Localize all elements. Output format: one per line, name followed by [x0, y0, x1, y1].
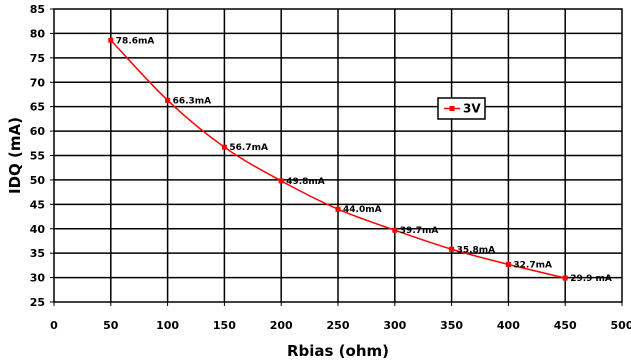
y-axis-ticks: 25 30 35 40 45 50 55 60 65 70 75 80 85	[30, 3, 54, 309]
legend-marker	[449, 106, 455, 111]
x-tick-label-8: 400	[497, 319, 520, 332]
y-tick-label-12: 85	[30, 3, 45, 16]
x-tick-label-1: 50	[103, 319, 119, 332]
data-label-4: 44.0mA	[343, 205, 382, 215]
data-point-7	[505, 261, 511, 267]
x-tick-label-0: 0	[50, 319, 58, 332]
y-tick-label-3: 40	[30, 223, 46, 236]
data-label-6: 35.8mA	[457, 245, 496, 255]
y-tick-label-2: 35	[30, 247, 45, 260]
x-axis-ticks: 0 50 100 150 200 250 300 350 400 450 500	[50, 302, 631, 332]
y-tick-label-7: 60	[30, 125, 46, 138]
grid	[54, 9, 622, 302]
data-point-1	[165, 97, 171, 103]
y-tick-label-6: 55	[30, 150, 45, 163]
y-tick-label-8: 65	[30, 101, 45, 114]
x-tick-label-4: 200	[270, 319, 293, 332]
y-tick-label-5: 50	[30, 174, 46, 187]
y-tick-label-4: 45	[30, 198, 45, 211]
data-label-7: 32.7mA	[513, 260, 552, 270]
data-label-8: 29.9 mA	[570, 274, 612, 284]
y-tick-label-9: 70	[30, 76, 46, 89]
data-point-5	[392, 227, 398, 233]
y-tick-label-0: 25	[30, 296, 45, 309]
data-point-4	[335, 206, 341, 212]
legend-label: 3V	[463, 102, 481, 116]
data-label-2: 56.7mA	[229, 143, 268, 153]
x-tick-label-10: 500	[611, 319, 631, 332]
series-3v	[108, 37, 568, 281]
data-point-0	[108, 37, 114, 43]
y-tick-label-10: 75	[30, 52, 45, 65]
data-labels: 78.6mA 66.3mA 56.7mA 49.8mA 44.0mA 39.7mA 35.8…	[116, 36, 612, 284]
data-point-8	[562, 275, 568, 281]
data-label-5: 39.7mA	[400, 226, 439, 236]
data-label-1: 66.3mA	[173, 96, 212, 106]
y-tick-label-1: 30	[30, 272, 46, 285]
x-tick-label-6: 300	[383, 319, 406, 332]
x-tick-label-2: 100	[156, 319, 179, 332]
data-point-3	[278, 178, 284, 184]
x-tick-label-3: 150	[213, 319, 236, 332]
x-tick-label-7: 350	[440, 319, 463, 332]
x-tick-label-9: 450	[554, 319, 577, 332]
data-point-6	[449, 246, 455, 252]
series-line-0	[110, 39, 566, 279]
data-label-3: 49.8mA	[286, 177, 325, 187]
y-tick-label-11: 80	[30, 27, 46, 40]
x-tick-label-5: 250	[327, 319, 350, 332]
legend: 3V	[437, 97, 486, 120]
legend-box	[437, 97, 486, 120]
data-point-2	[221, 144, 227, 150]
x-axis-title: Rbias (ohm)	[287, 342, 389, 360]
y-axis-title: IDQ (mA)	[6, 117, 24, 194]
data-label-0: 78.6mA	[116, 36, 155, 46]
